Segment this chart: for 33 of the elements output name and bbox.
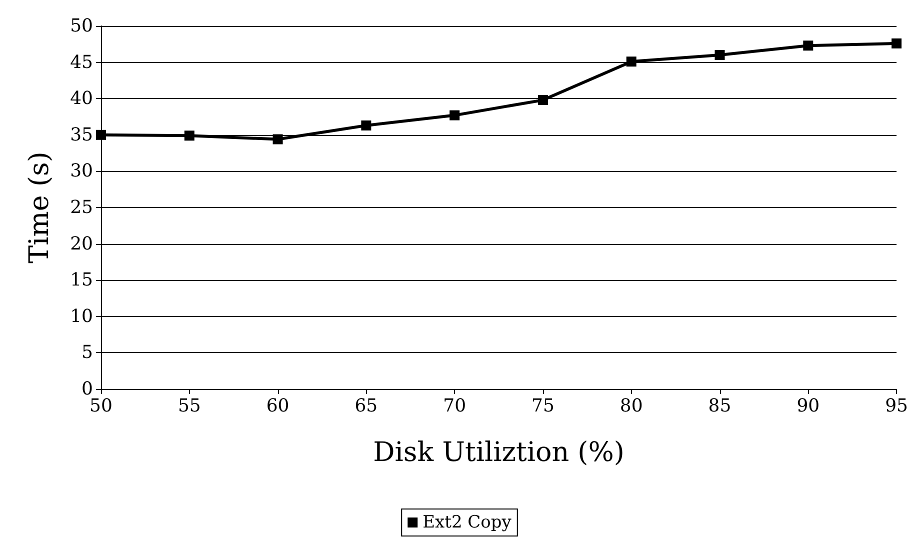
y-tick-label: 15 (70, 270, 93, 291)
point (626, 56, 636, 67)
x-tick-label: 60 (266, 396, 290, 416)
x-tick-label: 80 (620, 396, 643, 416)
x-tick-label: 70 (443, 396, 466, 416)
point (892, 38, 902, 48)
y-tick-label: 20 (70, 233, 93, 254)
y-tick-label: 10 (70, 306, 93, 327)
y-tick-label: 50 (70, 16, 93, 36)
y-tick-label: 40 (70, 88, 93, 110)
point (803, 40, 814, 51)
legend-label: Ext2 Copy (422, 512, 512, 532)
point (538, 95, 548, 106)
point (361, 120, 372, 130)
x-tick-label: 55 (178, 396, 201, 416)
y-tick-label: 45 (70, 52, 93, 73)
point (272, 134, 283, 144)
x-tick-label: 90 (796, 396, 820, 416)
x-axis-title: Disk Utiliztion (%) (373, 437, 624, 468)
x-tick-label: 95 (885, 396, 908, 416)
y-tick-label: 30 (70, 160, 93, 182)
point (450, 110, 460, 120)
y-tick-label: 35 (70, 124, 93, 146)
y-axis-title: Time (s) (24, 152, 55, 264)
x-tick-label: 85 (708, 396, 732, 416)
point (714, 50, 725, 60)
point (184, 130, 194, 141)
x-tick-label: 75 (532, 396, 554, 416)
point (96, 130, 106, 140)
y-tick-label: 5 (82, 342, 93, 364)
y-tick-label: 0 (82, 378, 93, 400)
y-tick-label: 25 (70, 197, 93, 218)
x-tick-label: 65 (354, 396, 378, 416)
